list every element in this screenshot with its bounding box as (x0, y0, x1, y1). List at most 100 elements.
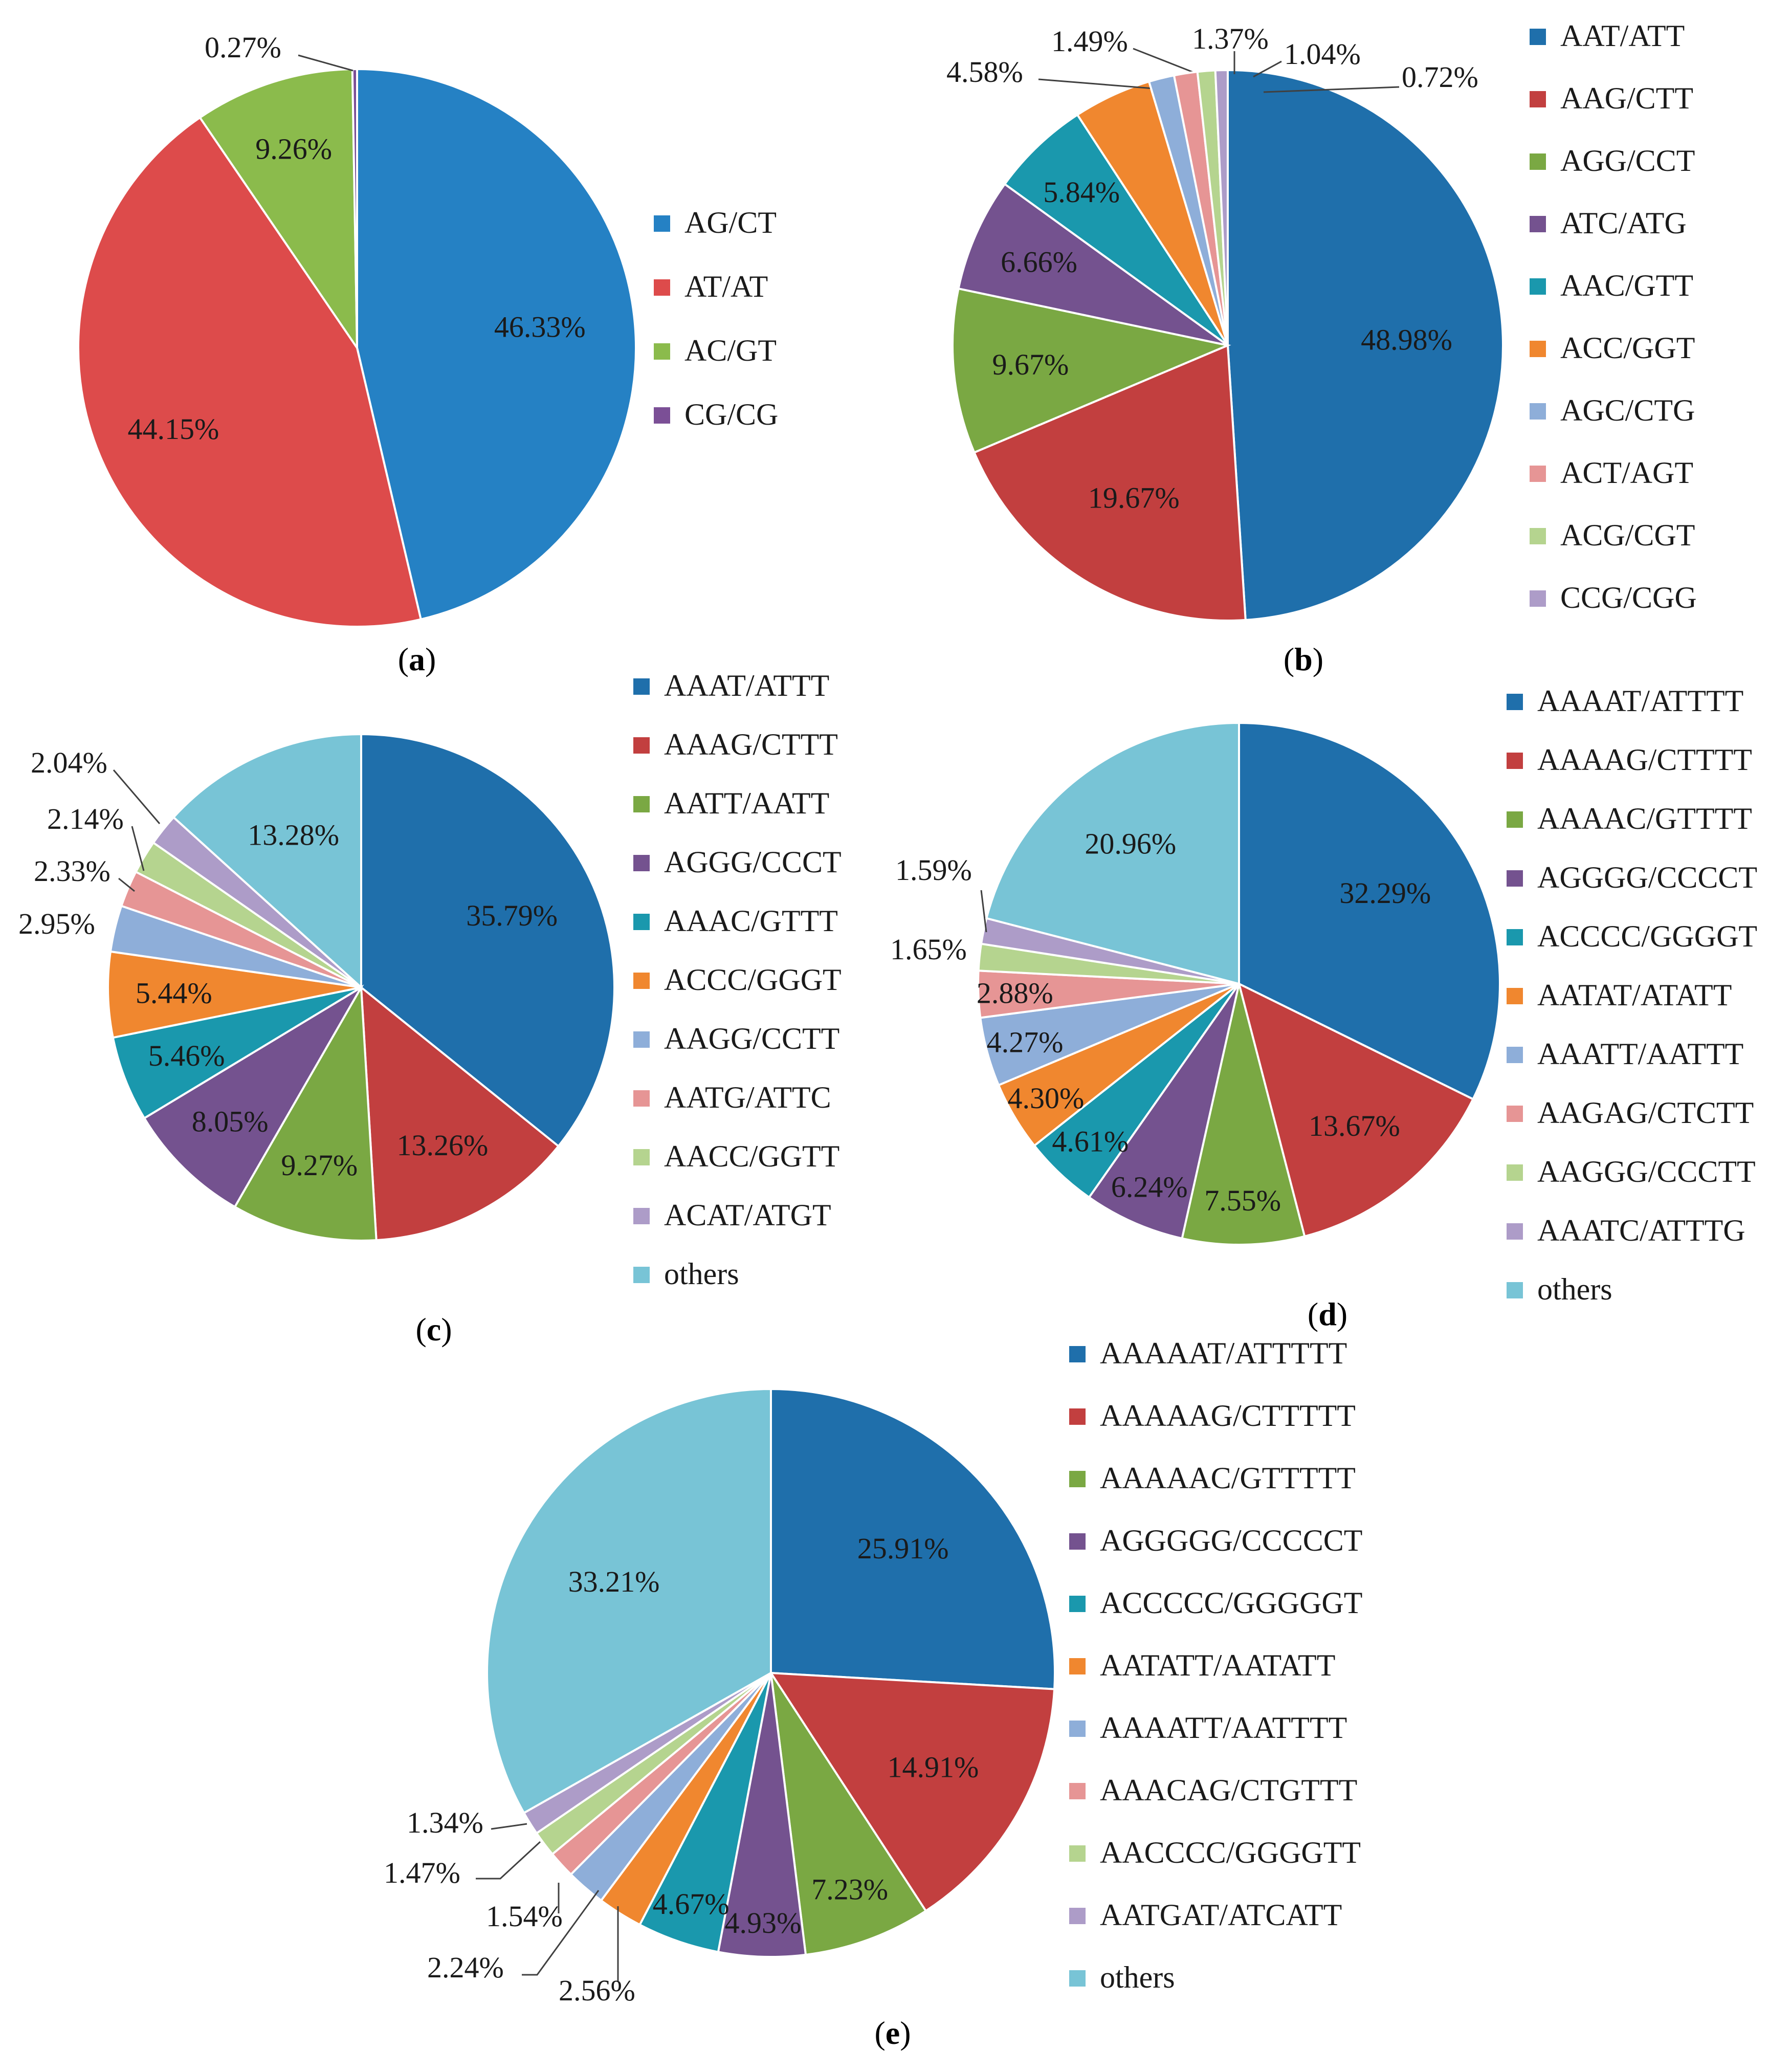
legend-label-e-4: ACCCCC/GGGGGT (1100, 1586, 1362, 1620)
legend-label-b-2: AGG/CCT (1560, 144, 1695, 178)
legend-swatch-d-10 (1507, 1282, 1523, 1298)
legend-label-e-0: AAAAAT/ATTTTT (1100, 1336, 1347, 1370)
legend-swatch-d-8 (1507, 1164, 1523, 1181)
leader-line-d-9 (980, 890, 987, 933)
legend-swatch-d-7 (1507, 1106, 1523, 1122)
legend-swatch-b-6 (1530, 403, 1546, 420)
data-label-c-10: 13.28% (248, 818, 339, 851)
pie-chart-e: 25.91% 14.91% 7.23% 4.93%4.67% 2.56% 2.24% 1.5… (384, 1336, 1362, 2051)
data-label-c-0: 35.79% (466, 899, 558, 932)
legend-d: AAAAT/ATTTT AAAAG/CTTTT AAAAC/GTTTT AGGGG/C… (1507, 684, 1757, 1306)
pie-slice-c-0 (360, 733, 615, 1148)
leader-line-b-9 (1263, 86, 1400, 93)
legend-c: AAAT/ATTT AAAG/CTTT AATT/AATT AGGG/CCCT AAAC… (633, 669, 842, 1291)
pie-slice-b-3 (957, 182, 1229, 346)
legend-swatch-b-3 (1530, 216, 1546, 232)
legend-swatch-b-2 (1530, 153, 1546, 170)
data-label-c-4: 5.46% (148, 1039, 225, 1072)
data-label-e-7: 1.54% (486, 1900, 563, 1933)
legend-label-a-3: CG/CG (684, 398, 778, 431)
panel-caption-d: (d) (1308, 1296, 1347, 1332)
pie-slice-b-2 (952, 287, 1231, 454)
data-label-b-9: 0.72% (1402, 60, 1478, 94)
data-label-e-9: 1.34% (407, 1806, 483, 1839)
data-label-e-3: 4.93% (724, 1906, 801, 1939)
legend-label-e-7: AAACAG/CTGTTT (1100, 1773, 1357, 1807)
data-label-d-9: 1.59% (895, 853, 972, 887)
legend-label-d-3: AGGGG/CCCCT (1537, 861, 1757, 894)
data-label-e-2: 7.23% (811, 1872, 888, 1906)
legend-label-d-7: AAGAG/CTCTT (1537, 1096, 1754, 1130)
leader-line-e-6 (522, 1890, 600, 1976)
legend-swatch-e-9 (1069, 1908, 1086, 1924)
legend-swatch-b-8 (1530, 528, 1546, 544)
leader-line-c-7 (118, 877, 135, 892)
legend-label-b-4: AAC/GTT (1560, 269, 1693, 302)
pie-slice-e-4 (638, 1672, 772, 1953)
legend-swatch-c-6 (633, 1031, 650, 1048)
legend-swatch-e-5 (1069, 1658, 1086, 1674)
legend-swatch-b-5 (1530, 341, 1546, 357)
data-label-c-8: 2.14% (47, 802, 124, 835)
legend-swatch-d-4 (1507, 929, 1523, 945)
legend-swatch-d-1 (1507, 753, 1523, 769)
leader-line-c-8 (131, 826, 145, 871)
data-label-c-9: 2.04% (31, 746, 107, 779)
legend-label-c-9: ACAT/ATGT (664, 1198, 831, 1232)
panel-caption-letter-e: e (886, 2015, 900, 2051)
legend-swatch-d-0 (1507, 694, 1523, 710)
legend-label-d-9: AAATC/ATTTG (1537, 1214, 1745, 1247)
legend-label-e-10: others (1100, 1960, 1175, 1994)
pie-slice-b-1 (972, 344, 1247, 622)
data-label-d-10: 20.96% (1085, 827, 1176, 861)
data-label-b-2: 9.67% (992, 348, 1069, 381)
legend-label-a-2: AC/GT (684, 334, 777, 367)
data-label-a-3: 0.27% (205, 31, 281, 64)
data-label-c-6: 2.95% (18, 907, 95, 940)
data-label-b-4: 5.84% (1043, 175, 1120, 209)
legend-swatch-e-4 (1069, 1596, 1086, 1612)
pie-slice-d-0 (1238, 721, 1501, 1101)
legend-swatch-c-0 (633, 678, 650, 695)
data-label-c-7: 2.33% (34, 854, 110, 888)
panel-caption-letter-a: a (409, 641, 425, 677)
pie-slice-d-2 (1181, 983, 1306, 1246)
data-label-a-0: 46.33% (494, 311, 586, 344)
pie-slice-c-10 (172, 733, 362, 990)
data-label-a-2: 9.26% (255, 132, 332, 165)
legend-label-b-7: ACT/AGT (1560, 456, 1693, 490)
legend-label-d-8: AAGGG/CCCTT (1537, 1155, 1756, 1188)
legend-label-e-3: AGGGGG/CCCCCT (1100, 1524, 1362, 1557)
legend-label-c-8: AACC/GGTT (664, 1139, 839, 1173)
legend-label-e-9: AATGAT/ATCATT (1100, 1898, 1342, 1932)
legend-label-b-3: ATC/ATG (1560, 206, 1687, 240)
data-label-e-4: 4.67% (653, 1887, 729, 1921)
legend-b: AAT/ATT AAG/CTT AGG/CCT ATC/ATG AAC/GTT ACC/G… (1530, 19, 1697, 614)
pie-slice-c-1 (360, 985, 560, 1242)
data-label-d-1: 13.67% (1309, 1109, 1400, 1142)
legend-label-c-10: others (664, 1257, 739, 1291)
data-label-e-5: 2.56% (559, 1974, 635, 2007)
legend-swatch-e-10 (1069, 1970, 1086, 1987)
legend-swatch-a-3 (654, 407, 670, 424)
data-label-e-6: 2.24% (427, 1951, 504, 1984)
legend-swatch-e-1 (1069, 1408, 1086, 1425)
legend-label-d-5: AATAT/ATATT (1537, 978, 1732, 1012)
pie-slice-a-3 (351, 68, 358, 348)
data-label-b-8: 1.04% (1284, 37, 1361, 71)
pie-slice-e-3 (717, 1672, 807, 1958)
legend-swatch-e-7 (1069, 1783, 1086, 1799)
data-label-d-5: 4.30% (1008, 1082, 1085, 1115)
panel-caption-letter-d: d (1318, 1296, 1337, 1332)
leader-line-e-9 (491, 1823, 527, 1830)
pie-slice-b-4 (1003, 113, 1229, 346)
pie-slice-b-0 (1227, 69, 1504, 621)
pie-slice-e-0 (770, 1387, 1056, 1690)
legend-swatch-c-7 (633, 1090, 650, 1107)
legend-label-b-9: CCG/CGG (1560, 581, 1697, 614)
panel-caption-letter-b: b (1294, 641, 1313, 677)
legend-swatch-c-1 (633, 737, 650, 754)
legend-label-c-4: AAAC/GTTT (664, 904, 838, 938)
panel-caption-c: (c) (415, 1311, 452, 1348)
